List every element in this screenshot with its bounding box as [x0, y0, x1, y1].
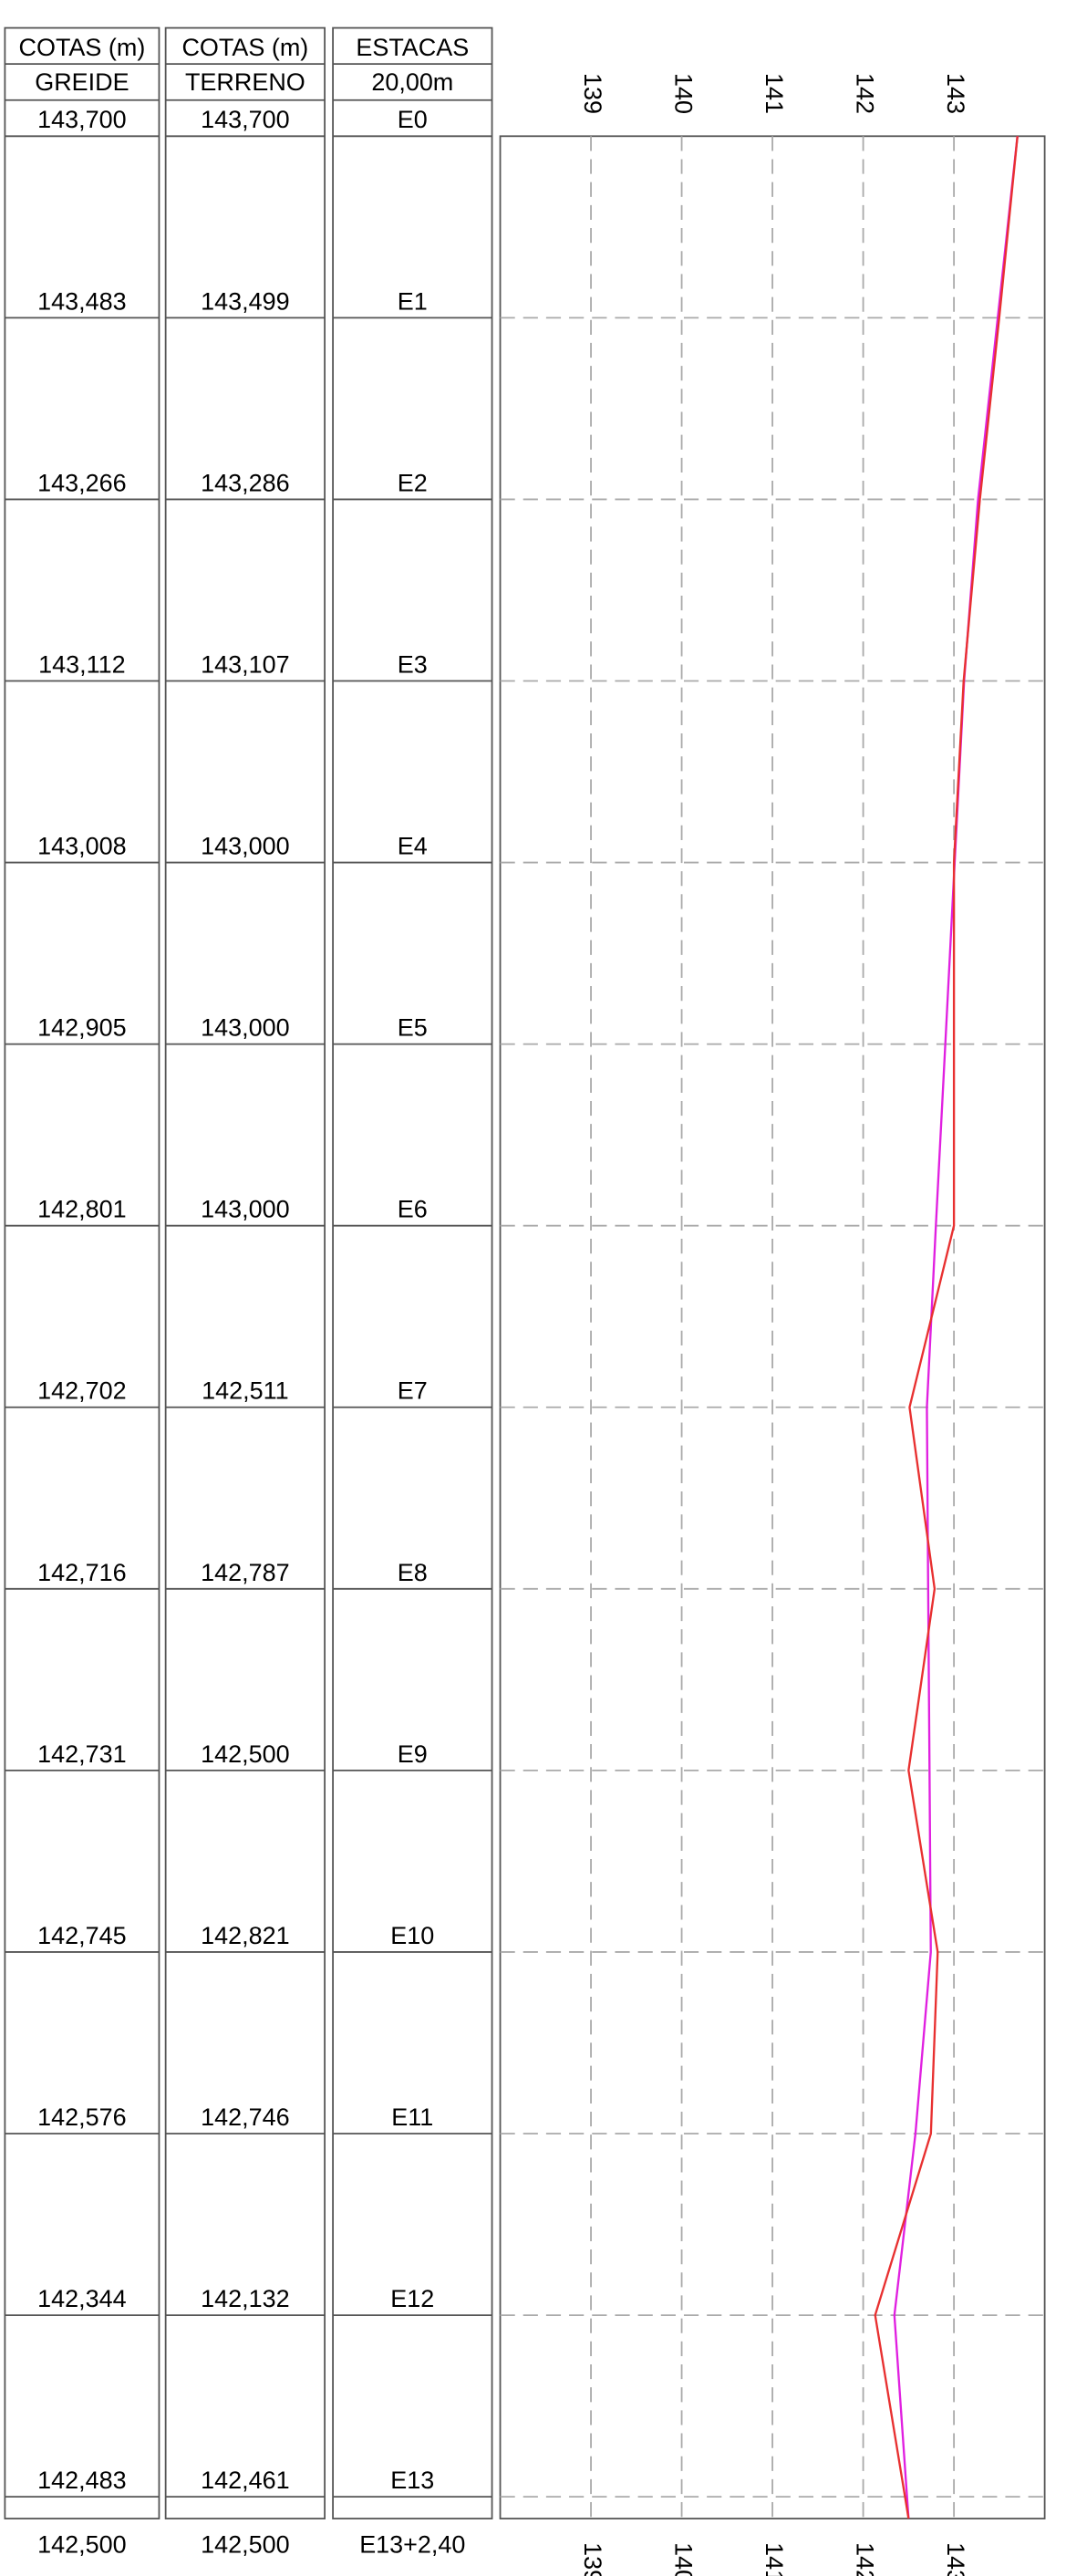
x-tick-label: 143 — [942, 2542, 969, 2576]
elevation-label: 142,702 — [37, 1377, 126, 1405]
elevation-label: 143,008 — [37, 832, 126, 859]
table-column — [164, 26, 326, 2519]
station-label: E13 — [390, 2467, 434, 2494]
station-label: E0 — [398, 106, 428, 133]
column-header: COTAS (m) — [181, 34, 308, 61]
table-column — [4, 26, 160, 2519]
station-label: E1 — [398, 287, 428, 315]
elevation-label: 143,000 — [201, 832, 289, 859]
elevation-label: 142,905 — [37, 1014, 126, 1042]
elevation-label: 142,511 — [202, 1377, 288, 1405]
elevation-label: 142,716 — [37, 1559, 126, 1586]
station-label: E4 — [398, 832, 428, 859]
elevation-label: 143,483 — [37, 287, 126, 315]
x-tick-label: 141 — [761, 73, 788, 114]
x-tick-label: 143 — [942, 73, 969, 114]
x-tick-label: 139 — [579, 2542, 606, 2576]
column-header: ESTACAS — [356, 34, 469, 61]
elevation-label: 142,821 — [201, 1922, 289, 1949]
elevation-label: 142,746 — [201, 2103, 289, 2131]
station-label: E12 — [390, 2285, 434, 2312]
elevation-label: 142,483 — [37, 2467, 126, 2494]
station-label: E8 — [398, 1559, 428, 1586]
station-label: E9 — [398, 1740, 428, 1768]
station-label: E2 — [398, 469, 428, 496]
x-tick-label: 141 — [761, 2542, 788, 2576]
elevation-label: 142,801 — [37, 1196, 126, 1223]
elevation-label: 142,500 — [37, 2531, 126, 2559]
station-label: E11 — [391, 2103, 433, 2131]
profile-line — [874, 136, 1019, 2519]
elevation-label: 143,112 — [38, 650, 125, 678]
elevation-label: 142,787 — [201, 1559, 289, 1586]
profile-line — [893, 136, 1019, 2519]
x-tick-label: 140 — [669, 73, 697, 114]
elevation-label: 142,500 — [201, 2531, 289, 2559]
column-subheader: GREIDE — [35, 68, 129, 96]
x-tick-label: 142 — [851, 73, 878, 114]
station-label: E10 — [390, 1922, 434, 1949]
elevation-label: 142,344 — [37, 2285, 126, 2312]
elevation-label: 143,286 — [201, 469, 289, 496]
elevation-label: 143,499 — [201, 287, 289, 315]
elevation-label: 143,000 — [201, 1014, 289, 1042]
station-label: E13+2,40 — [359, 2531, 465, 2559]
elevation-label: 142,132 — [201, 2285, 289, 2312]
x-tick-label: 139 — [579, 73, 606, 114]
station-label: E3 — [398, 650, 428, 678]
station-label: E6 — [398, 1196, 428, 1223]
elevation-label: 143,266 — [37, 469, 126, 496]
elevation-label: 142,500 — [201, 1740, 289, 1768]
elevation-label: 143,000 — [201, 1196, 289, 1223]
elevation-label: 142,576 — [37, 2103, 126, 2131]
elevation-label: 143,700 — [37, 106, 126, 133]
station-label: E7 — [398, 1377, 428, 1405]
elevation-label: 143,700 — [201, 106, 289, 133]
column-subheader: TERRENO — [185, 68, 305, 96]
column-header: COTAS (m) — [19, 34, 146, 61]
station-label: E5 — [398, 1014, 428, 1042]
column-subheader: 20,00m — [371, 68, 453, 96]
x-tick-label: 140 — [669, 2542, 697, 2576]
table-column — [332, 26, 493, 2519]
elevation-label: 143,107 — [201, 650, 289, 678]
elevation-label: 142,745 — [37, 1922, 126, 1949]
elevation-label: 142,461 — [201, 2467, 289, 2494]
elevation-label: 142,731 — [37, 1740, 126, 1768]
x-tick-label: 142 — [851, 2542, 878, 2576]
